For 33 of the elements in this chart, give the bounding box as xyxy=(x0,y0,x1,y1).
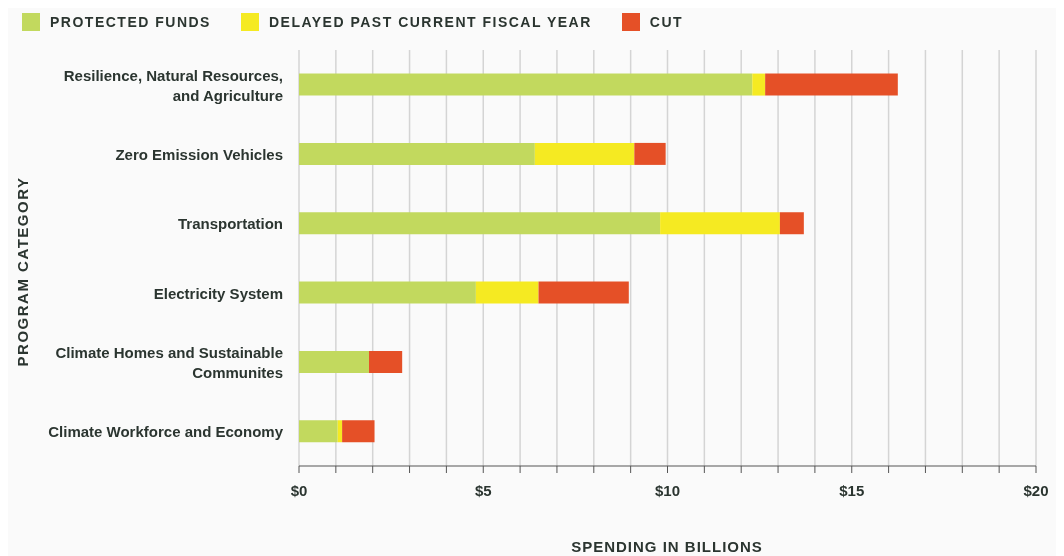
x-tick-label: $15 xyxy=(839,481,865,499)
bar xyxy=(337,420,343,443)
bar xyxy=(634,142,666,165)
x-tick-label: $5 xyxy=(474,481,492,499)
bar xyxy=(299,420,338,443)
x-axis-title: SPENDING IN BILLIONS xyxy=(570,538,764,555)
bar xyxy=(765,73,898,96)
bar xyxy=(779,212,804,235)
legend-label: CUT xyxy=(649,14,684,30)
x-tick-label: $20 xyxy=(1023,481,1049,499)
bar xyxy=(299,73,753,96)
x-tick-label: $0 xyxy=(290,481,308,499)
bar xyxy=(299,212,661,235)
y-tick-label: Zero Emission Vehicles xyxy=(115,145,283,163)
bar xyxy=(299,281,476,304)
bar xyxy=(538,281,629,304)
y-tick-label: Climate Homes and Sustainable Communites xyxy=(55,343,283,381)
bar xyxy=(342,420,375,443)
y-tick-label: Electricity System xyxy=(153,284,283,302)
bar xyxy=(660,212,780,235)
legend-label: DELAYED PAST CURRENT FISCAL YEAR xyxy=(268,14,592,30)
bar xyxy=(369,350,403,373)
y-tick-label: Climate Workforce and Economy xyxy=(48,422,284,440)
y-tick-label: Transportation xyxy=(177,214,283,232)
y-tick-label: Resilience, Natural Resources, and Agriculture xyxy=(63,66,283,104)
bar xyxy=(475,281,539,304)
bar xyxy=(299,142,535,165)
bar xyxy=(299,350,370,373)
y-axis-title: PROGRAM CATEGORY xyxy=(14,176,32,366)
bar xyxy=(752,73,766,96)
legend-label: PROTECTED FUNDS xyxy=(50,14,211,30)
bar xyxy=(534,142,635,165)
x-tick-label: $10 xyxy=(654,481,681,499)
